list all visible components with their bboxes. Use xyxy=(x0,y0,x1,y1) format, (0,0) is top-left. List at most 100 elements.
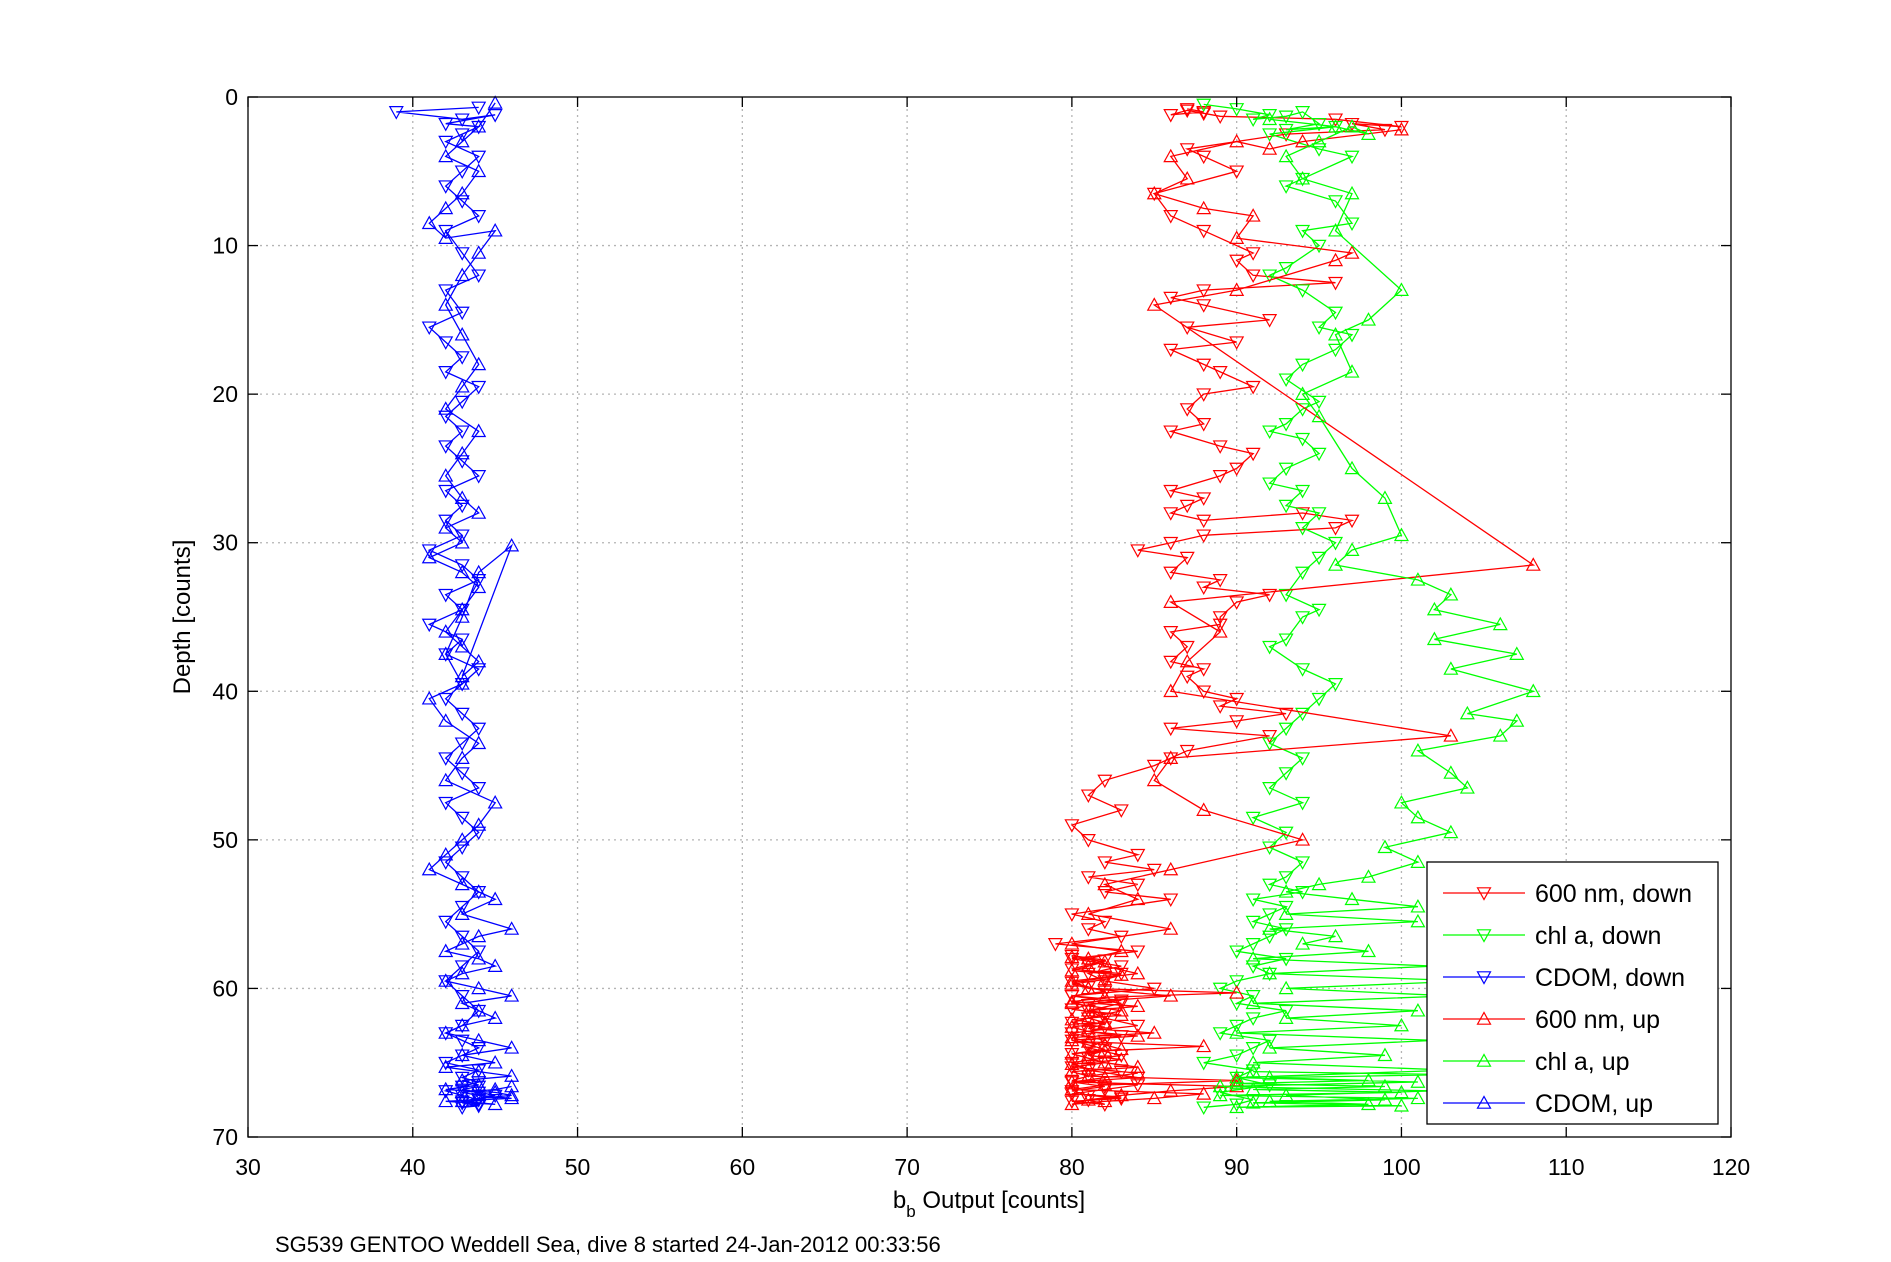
data-point xyxy=(1080,789,1096,804)
legend-marker xyxy=(1476,1053,1492,1067)
y-tick-label: 40 xyxy=(212,678,238,704)
data-point xyxy=(1179,744,1195,759)
data-point xyxy=(1377,123,1393,138)
data-point xyxy=(1295,886,1311,900)
data-point xyxy=(1278,110,1294,125)
data-point xyxy=(1064,1027,1080,1041)
data-point xyxy=(1262,1093,1278,1108)
data-point xyxy=(1245,447,1261,462)
data-point xyxy=(1212,366,1228,380)
data-point xyxy=(1064,1011,1080,1026)
data-point xyxy=(1344,150,1360,165)
data-point xyxy=(1163,988,1179,1002)
data-point xyxy=(454,960,470,974)
data-point xyxy=(1179,103,1195,117)
data-point xyxy=(1295,484,1311,499)
data-point xyxy=(1163,752,1179,766)
data-point xyxy=(454,306,470,321)
data-point xyxy=(1262,930,1278,945)
data-point xyxy=(1196,107,1212,122)
data-point xyxy=(1278,1010,1294,1024)
data-point xyxy=(1080,967,1096,982)
data-point xyxy=(1344,891,1360,906)
data-point xyxy=(487,109,503,123)
data-point xyxy=(454,1093,470,1108)
data-point xyxy=(1377,1047,1393,1062)
y-axis-label: Depth [counts] xyxy=(169,540,196,695)
data-point xyxy=(471,1086,487,1101)
data-point xyxy=(1130,1028,1146,1042)
x-tick-label: 50 xyxy=(565,1154,591,1180)
data-point xyxy=(1196,284,1212,298)
data-point xyxy=(1179,640,1195,655)
data-point xyxy=(1212,618,1228,633)
data-point xyxy=(1344,217,1360,232)
data-point xyxy=(1163,343,1179,358)
x-tick-label: 100 xyxy=(1382,1154,1420,1180)
data-point xyxy=(1328,306,1344,321)
data-point xyxy=(471,722,487,737)
data-point xyxy=(454,965,470,980)
data-point xyxy=(1113,1087,1129,1102)
data-point xyxy=(1311,876,1327,891)
data-point xyxy=(1064,1016,1080,1031)
data-point xyxy=(1262,141,1278,155)
data-point xyxy=(1328,557,1344,571)
data-point xyxy=(1328,113,1344,128)
data-point xyxy=(471,945,487,960)
data-point xyxy=(1525,683,1541,698)
data-point xyxy=(438,148,454,163)
data-point xyxy=(1410,898,1426,913)
data-point xyxy=(471,163,487,178)
data-point xyxy=(1262,111,1278,126)
ticks: 30 40 50 60 70 80 90 100 110 120 0 10 20 30 40 50 60 70 xyxy=(212,84,1750,1180)
data-point xyxy=(454,351,470,365)
data-point xyxy=(1229,1025,1245,1039)
data-point xyxy=(1360,126,1377,140)
data-point xyxy=(454,900,470,915)
data-point xyxy=(1393,282,1409,296)
data-point xyxy=(1377,1092,1393,1106)
data-point xyxy=(421,544,437,558)
data-point xyxy=(1163,921,1179,935)
y-tick-label: 20 xyxy=(212,381,238,407)
data-point xyxy=(1278,418,1294,432)
data-point xyxy=(1080,1020,1096,1035)
data-point xyxy=(1097,1080,1113,1095)
data-point xyxy=(1196,1101,1212,1116)
data-point xyxy=(1097,1016,1113,1030)
data-point xyxy=(1163,594,1179,608)
data-point xyxy=(1163,655,1179,670)
data-point xyxy=(1064,1019,1080,1033)
data-point xyxy=(1262,1069,1278,1084)
data-point xyxy=(438,752,454,766)
data-point xyxy=(1295,752,1311,766)
data-point xyxy=(454,113,470,128)
data-point xyxy=(454,995,470,1010)
data-point xyxy=(1426,601,1442,616)
data-point xyxy=(1229,462,1245,477)
data-point xyxy=(1196,663,1212,677)
data-point xyxy=(1064,1085,1080,1099)
data-point xyxy=(1443,765,1459,779)
data-point xyxy=(438,117,454,132)
data-point xyxy=(1163,683,1179,698)
data-point xyxy=(1245,208,1261,222)
data-point xyxy=(1410,1090,1426,1105)
data-point xyxy=(1295,832,1311,846)
legend-marker xyxy=(1476,1011,1492,1025)
data-point xyxy=(438,135,454,150)
data-point xyxy=(454,247,470,261)
data-point xyxy=(1360,943,1377,958)
data-point xyxy=(454,876,470,891)
data-point xyxy=(454,1019,470,1034)
x-tick-label: 40 xyxy=(400,1154,426,1180)
y-tick-label: 60 xyxy=(212,975,238,1001)
data-point xyxy=(1311,239,1327,254)
data-point xyxy=(1245,960,1261,974)
data-point xyxy=(1064,1032,1080,1047)
data-point xyxy=(1262,128,1278,142)
data-point xyxy=(1311,507,1327,521)
data-point xyxy=(454,395,470,410)
data-point xyxy=(1097,856,1113,870)
